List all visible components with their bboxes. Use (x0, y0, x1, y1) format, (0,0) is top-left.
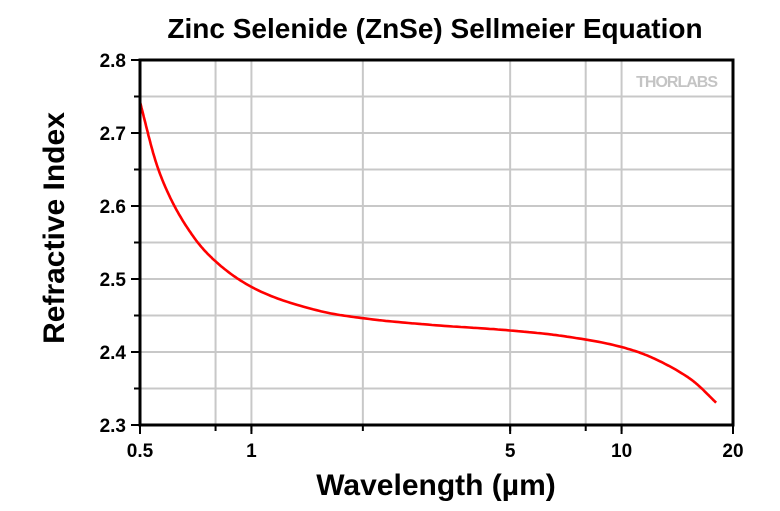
x-axis-label: Wavelength (µm) (316, 469, 556, 502)
y-axis-label: Refractive Index (38, 112, 71, 344)
y-tick-label: 2.7 (100, 124, 126, 145)
y-tick-label: 2.3 (100, 416, 126, 437)
watermark-text: THORLABS (636, 74, 718, 91)
gridlines (140, 60, 733, 425)
chart-title: Zinc Selenide (ZnSe) Sellmeier Equation (167, 13, 702, 44)
axes: 2.3 2.4 2.5 2.6 2.7 2.8 0.5 1 5 10 20 (100, 51, 744, 462)
y-tick-label: 2.6 (100, 197, 126, 218)
x-tick-label: 0.5 (127, 441, 154, 462)
x-tick-label: 10 (611, 441, 632, 462)
y-tick-label: 2.5 (100, 270, 127, 291)
y-tick-label: 2.8 (100, 51, 126, 72)
thorlabs-watermark: THORLABS (636, 74, 719, 91)
x-tick-label: 5 (505, 441, 516, 462)
x-tick-label: 20 (722, 441, 743, 462)
x-tick-label: 1 (246, 441, 257, 462)
series-line-znse (138, 101, 718, 404)
y-tick-label: 2.4 (100, 343, 127, 364)
